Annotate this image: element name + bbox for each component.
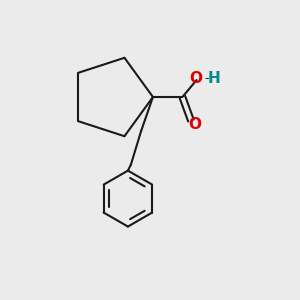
Text: H: H bbox=[208, 71, 220, 86]
Text: -: - bbox=[205, 72, 209, 85]
Text: O: O bbox=[189, 71, 202, 86]
Text: O: O bbox=[188, 117, 201, 132]
